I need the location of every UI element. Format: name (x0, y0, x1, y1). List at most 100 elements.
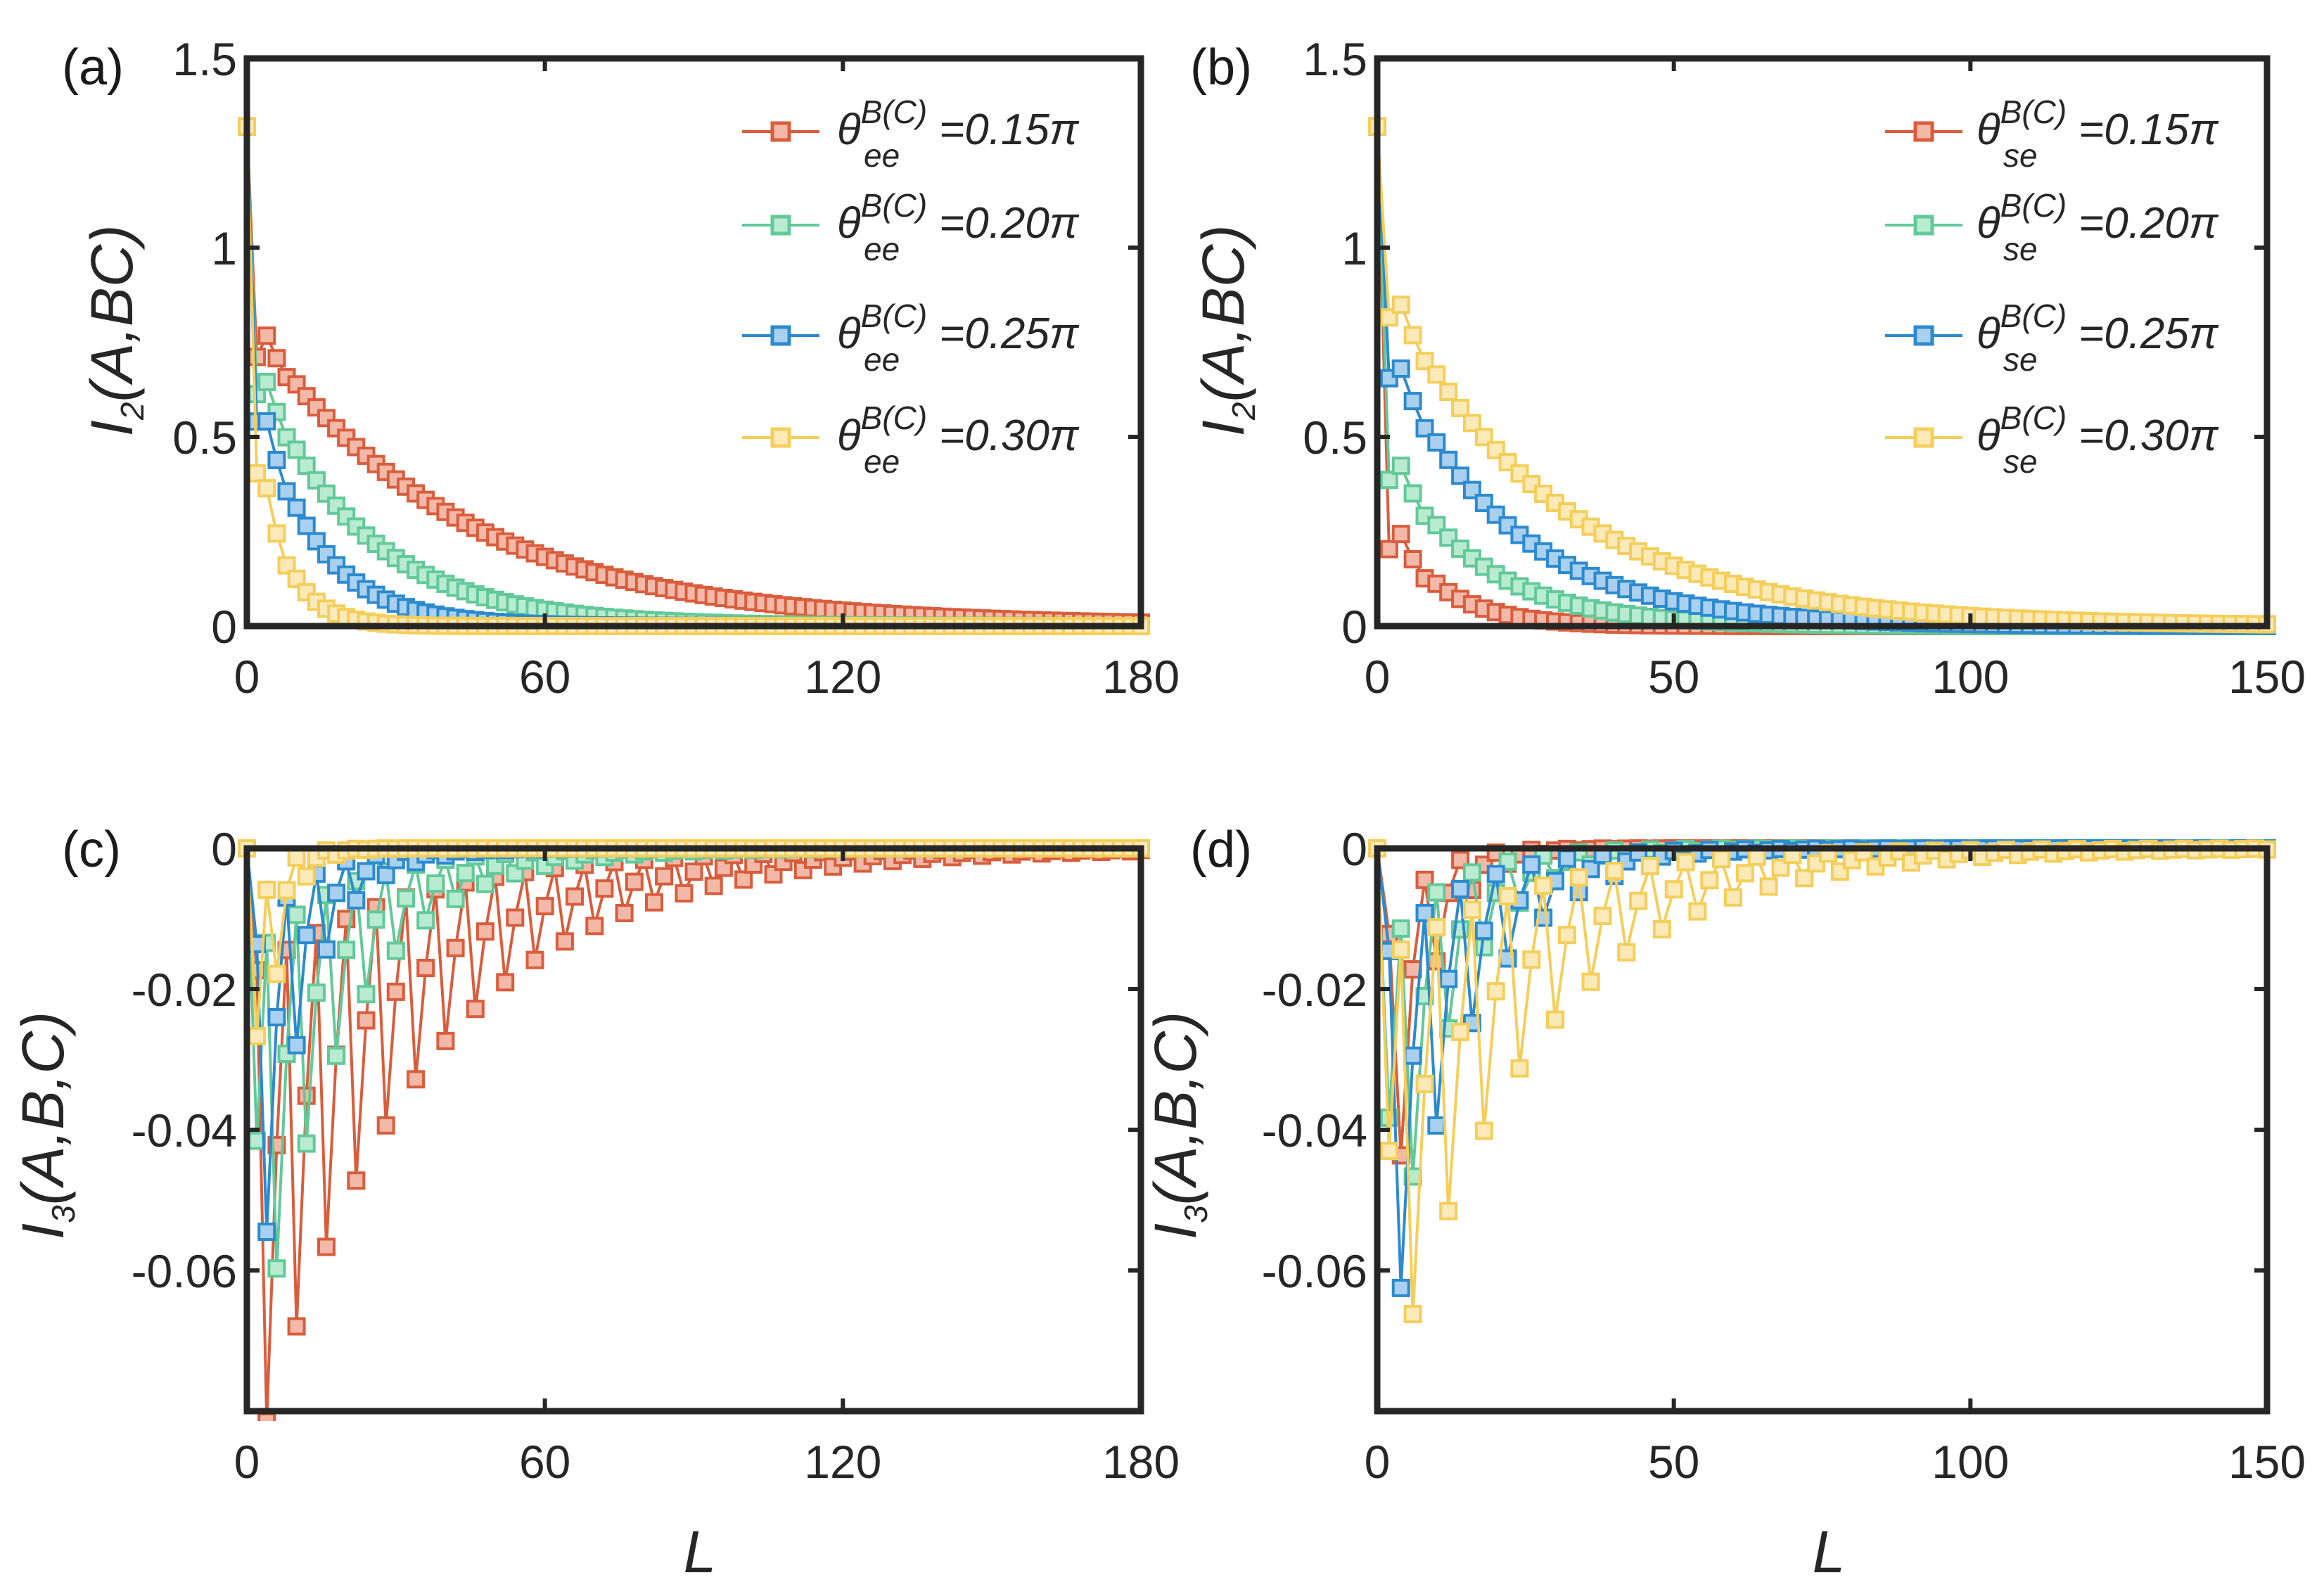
y-tick-label: 0 (211, 601, 237, 653)
legend-sup-4: B(C) (2000, 400, 2067, 436)
plot-area (238, 839, 1150, 1421)
data-point (1474, 922, 1493, 941)
data-point (257, 326, 276, 345)
data-point (1664, 880, 1683, 899)
panel-a-label: (a) (62, 39, 124, 96)
legend-entry-3: θB(C) ee =0.25π (742, 298, 1080, 378)
panel-d: (d) I3(A,B,C) L 0 50 100 150 -0.06 -0.04 -0.02… (1142, 822, 2306, 1585)
data-point (287, 848, 306, 867)
data-point (1581, 972, 1600, 991)
svg-text:θB(C)ee=0.30π: θB(C) ee =0.30π (837, 400, 1080, 480)
legend-value-3: =0.25π (2079, 310, 2219, 358)
legend-entry-1: θB(C) ee =0.15π (742, 94, 1080, 174)
data-point (347, 891, 366, 910)
data-point (1379, 471, 1398, 490)
data-point (1462, 900, 1481, 919)
y-tick-label: 1.5 (1303, 33, 1367, 85)
legend-value-2: =0.20π (939, 199, 1080, 248)
data-point (1439, 969, 1458, 988)
data-point (287, 1035, 306, 1054)
legend-sup-2: B(C) (861, 187, 928, 224)
data-point (277, 881, 296, 900)
data-point (366, 910, 385, 929)
data-point (1427, 365, 1446, 384)
x-tick-label: 0 (234, 651, 260, 703)
series-markers-1 (1368, 117, 2276, 635)
legend-marker-1 (770, 121, 791, 142)
data-point (1391, 1278, 1410, 1297)
data-point (625, 872, 644, 891)
panel-d-plot: 0 50 100 150 -0.06 -0.04 -0.02 0 (1262, 823, 2306, 1488)
legend-symbol-2: θ (837, 199, 861, 248)
data-point (1415, 903, 1434, 922)
data-point (1391, 919, 1410, 938)
data-point (257, 880, 276, 899)
data-point (386, 982, 405, 1001)
legend-sub-4: ee (864, 443, 900, 480)
data-point (525, 950, 544, 969)
data-point (297, 1086, 316, 1105)
legend-symbol-4: θ (1977, 412, 2000, 460)
panel-a-plot: 0 60 120 180 0 0.5 1 1.5 (172, 33, 1180, 703)
data-point (287, 905, 306, 924)
data-point (1462, 414, 1481, 433)
data-point (357, 1011, 376, 1030)
data-point (277, 556, 296, 575)
legend-marker-1 (1913, 121, 1934, 142)
y-tick-label: 0 (1341, 601, 1367, 653)
data-point (257, 372, 276, 391)
series-line-1 (245, 847, 1142, 1421)
panel-b-ylabel: I2(A,BC) (1190, 225, 1262, 437)
data-point (267, 349, 286, 368)
series-markers-1 (238, 117, 1150, 632)
data-point (1557, 926, 1576, 945)
data-point (376, 1116, 395, 1135)
data-point (1415, 419, 1434, 438)
legend-symbol-2: θ (1977, 199, 2000, 248)
panel-a-legend: θB(C) ee=0.15π θB(C) ee=0.20π θB(C) ee=0.25… (742, 94, 1080, 480)
legend-sub-4: se (2003, 443, 2038, 480)
data-point (1759, 877, 1778, 896)
data-point (1522, 855, 1541, 874)
panel-c-label: (c) (62, 822, 121, 878)
data-point (1462, 863, 1481, 882)
data-point (407, 1070, 426, 1089)
legend-sup-1: B(C) (861, 94, 928, 130)
plot-area (1368, 117, 2276, 635)
data-point (267, 964, 286, 983)
data-point (1391, 525, 1410, 544)
data-point (1451, 399, 1470, 417)
data-point (1427, 918, 1446, 937)
data-point (704, 877, 723, 896)
data-point (1439, 1202, 1458, 1220)
y-tick-label: -0.02 (1262, 964, 1367, 1016)
series-markers-3 (238, 117, 1150, 635)
data-point (1652, 920, 1671, 938)
panel-c-ylabel: I3(A,B,C) (10, 1012, 82, 1239)
data-point (376, 865, 395, 884)
data-point (1724, 888, 1742, 907)
data-point (1534, 876, 1553, 895)
data-point (297, 867, 316, 886)
legend-sup-3: B(C) (861, 298, 928, 334)
legend-sub-1: se (2003, 137, 2038, 174)
data-point (248, 1026, 267, 1045)
data-point (1427, 883, 1446, 902)
legend-entry-4: θB(C) se =0.30π (1885, 400, 2219, 480)
legend-entry-4: θB(C) ee =0.30π (742, 400, 1080, 480)
panel-d-ylabel: I3(A,B,C) (1142, 1012, 1214, 1239)
data-point (1391, 457, 1410, 476)
data-point (267, 451, 286, 469)
y-tick-label: -0.06 (1262, 1245, 1367, 1297)
data-point (1498, 887, 1517, 905)
data-point (1391, 940, 1410, 959)
panel-d-label: (d) (1190, 822, 1252, 878)
data-point (287, 1317, 306, 1336)
data-point (386, 941, 405, 960)
data-point (357, 862, 376, 881)
data-point (267, 524, 286, 543)
data-point (257, 1223, 276, 1241)
data-point (416, 911, 435, 930)
x-tick-label: 120 (804, 1436, 881, 1488)
